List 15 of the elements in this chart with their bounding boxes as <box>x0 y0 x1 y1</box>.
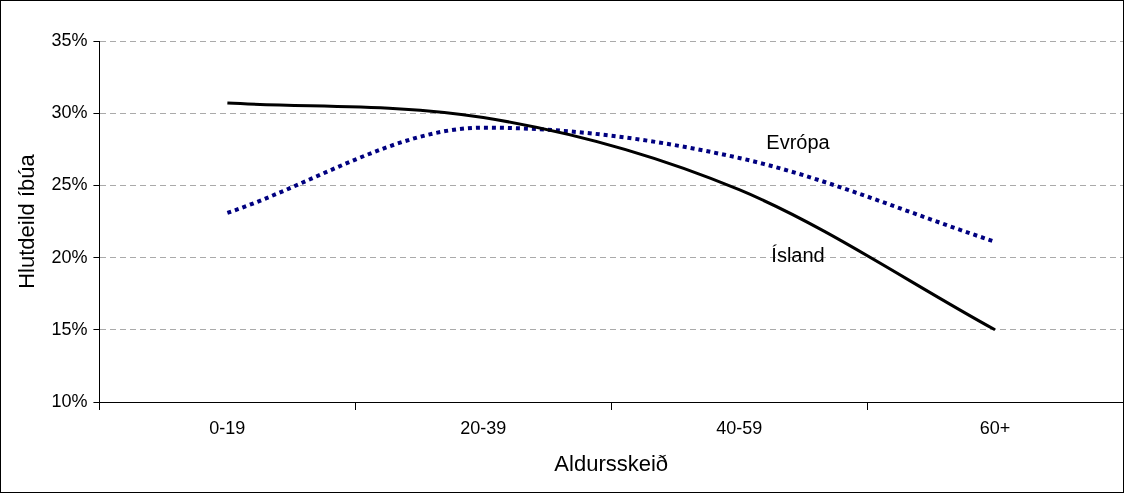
line-series <box>225 101 997 332</box>
y-tick-label: 20% <box>51 246 88 267</box>
series-label: Ísland <box>771 243 825 266</box>
y-tick-label: 15% <box>51 318 88 339</box>
y-tick-label: 30% <box>51 102 88 123</box>
y-tick-label: 35% <box>51 29 88 50</box>
x-tick-label: 20-39 <box>460 417 507 438</box>
y-axis-title: Hlutdeild íbúa <box>14 153 40 289</box>
y-tick-label: 10% <box>51 390 88 411</box>
x-tick-label: 60+ <box>979 417 1011 438</box>
series-label: Evrópa <box>766 131 831 154</box>
x-tick-label: 0-19 <box>209 417 246 438</box>
x-axis-title: Aldursskeið <box>554 450 669 476</box>
x-tick-label: 40-59 <box>716 417 763 438</box>
y-tick-label: 25% <box>51 174 88 195</box>
